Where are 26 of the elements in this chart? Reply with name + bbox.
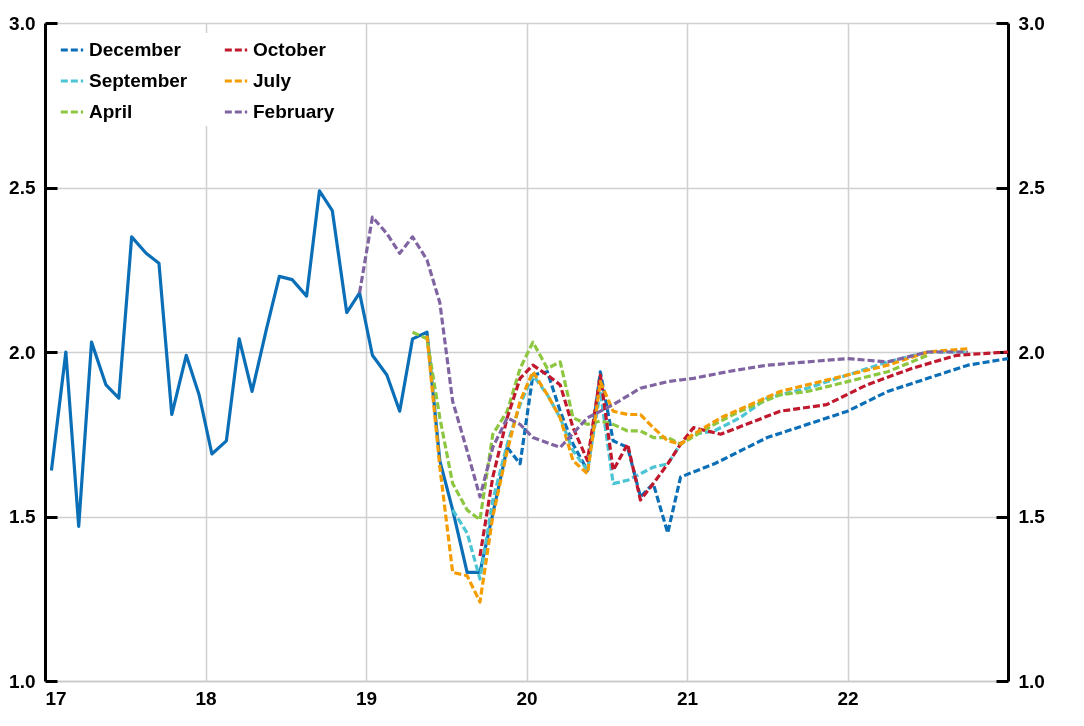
y-tick-label: 1.5 <box>9 506 36 527</box>
y2-tick-label: 1.5 <box>1018 506 1046 527</box>
y2-tick-label: 2.5 <box>1018 177 1046 198</box>
y-tick-label: 1.0 <box>9 670 36 692</box>
line-series <box>478 350 1010 558</box>
y-tick-label: 2.5 <box>9 177 36 198</box>
x-tick-label: 22 <box>837 687 859 709</box>
line-series <box>425 333 970 604</box>
y2-tick-label: 1.0 <box>1018 670 1045 692</box>
x-tick-label: 18 <box>195 687 217 709</box>
x-tick-label: 19 <box>355 687 378 709</box>
y-tick-label: 3.0 <box>9 12 36 34</box>
legend-label: February <box>253 101 335 122</box>
y2-tick-label: 3.0 <box>1018 12 1045 34</box>
legend-label: October <box>253 39 327 60</box>
x-tick-label: 20 <box>516 687 538 709</box>
legend-label: September <box>89 70 188 91</box>
x-tick-label: 17 <box>45 687 67 709</box>
legend-label: April <box>89 101 133 122</box>
legend-label: July <box>253 70 292 91</box>
x-tick-label: 21 <box>676 687 699 709</box>
line-series <box>357 215 970 499</box>
line-series <box>410 330 930 522</box>
y-tick-label: 2.0 <box>9 341 36 363</box>
legend-label: December <box>89 39 182 60</box>
y2-tick-label: 2.0 <box>1018 341 1045 363</box>
